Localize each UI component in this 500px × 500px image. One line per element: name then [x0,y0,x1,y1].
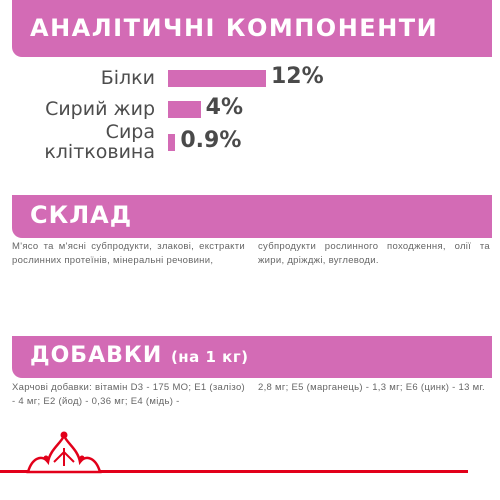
brand-line [0,470,468,473]
composition-title: СКЛАД [30,201,133,229]
additives-text-col2: 2,8 мг; E5 (марганець) - 1,3 мг; E6 (цин… [258,382,485,393]
component-label-1: Сирий жир [45,98,155,120]
component-value-0: 12% [271,64,324,89]
additives-title-main: ДОБАВКИ [30,343,163,368]
component-value-2: 0.9% [180,128,242,153]
analytical-components-title: АНАЛІТИЧНІ КОМПОНЕНТИ [30,14,439,42]
additives-text-col1: Харчові добавки: вітамін D3 - 175 МО; E1… [12,382,245,407]
additives-title: ДОБАВКИ (на 1 кг) [30,343,249,368]
component-value-1: 4% [205,95,244,120]
royal-crown-icon [26,431,102,474]
component-label-0: Білки [100,67,155,89]
composition-banner: СКЛАД [12,195,492,238]
component-bar-1 [168,101,201,118]
component-label-2-line1: клітковина [44,141,155,163]
additives-banner: ДОБАВКИ (на 1 кг) [12,336,492,378]
component-label-2-line0: Сира [105,121,155,143]
additives-subtitle: (на 1 кг) [170,348,249,366]
component-bar-0 [168,70,266,87]
composition-text-col1: М'ясо та м'ясні субпродукти, злакові, ек… [12,241,245,266]
analytical-components-banner: АНАЛІТИЧНІ КОМПОНЕНТИ [12,0,492,57]
composition-text-col2: субпродукти рослинного походження, олії … [258,241,490,266]
component-bar-2 [168,134,176,151]
